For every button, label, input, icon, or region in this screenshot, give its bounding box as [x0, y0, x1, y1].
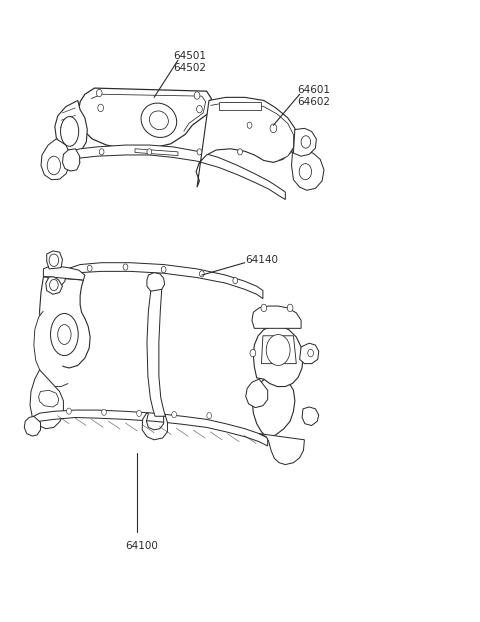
Ellipse shape — [270, 124, 277, 132]
Ellipse shape — [96, 90, 102, 97]
Polygon shape — [210, 103, 293, 160]
Polygon shape — [142, 413, 168, 440]
Ellipse shape — [99, 149, 104, 155]
Polygon shape — [218, 102, 262, 109]
Polygon shape — [34, 311, 68, 386]
Polygon shape — [24, 416, 40, 436]
Text: 64501
64502: 64501 64502 — [173, 51, 206, 73]
Ellipse shape — [98, 104, 104, 111]
Polygon shape — [67, 262, 263, 299]
Polygon shape — [41, 139, 70, 180]
Polygon shape — [135, 149, 178, 156]
Polygon shape — [91, 95, 205, 131]
Ellipse shape — [102, 409, 107, 415]
Ellipse shape — [67, 408, 72, 414]
Ellipse shape — [247, 122, 252, 128]
Ellipse shape — [287, 304, 293, 312]
Ellipse shape — [250, 350, 256, 357]
Polygon shape — [252, 376, 295, 438]
Polygon shape — [43, 266, 85, 280]
Ellipse shape — [197, 105, 202, 113]
Polygon shape — [300, 343, 319, 364]
Polygon shape — [293, 128, 316, 156]
Ellipse shape — [137, 411, 142, 417]
Ellipse shape — [141, 103, 177, 137]
Polygon shape — [30, 370, 63, 429]
Ellipse shape — [49, 279, 58, 290]
Polygon shape — [78, 88, 211, 149]
Ellipse shape — [60, 116, 79, 146]
Polygon shape — [259, 434, 304, 465]
Ellipse shape — [194, 92, 200, 100]
Polygon shape — [196, 98, 296, 187]
Polygon shape — [38, 390, 59, 407]
Ellipse shape — [299, 164, 312, 180]
Ellipse shape — [266, 335, 290, 366]
Polygon shape — [262, 336, 296, 364]
Ellipse shape — [149, 111, 168, 129]
Ellipse shape — [172, 411, 177, 417]
Polygon shape — [48, 266, 66, 285]
Ellipse shape — [233, 277, 238, 284]
Ellipse shape — [50, 313, 78, 356]
Polygon shape — [55, 101, 87, 151]
Polygon shape — [291, 151, 324, 190]
Ellipse shape — [261, 304, 267, 312]
Ellipse shape — [87, 265, 92, 271]
Ellipse shape — [207, 412, 212, 419]
Ellipse shape — [308, 350, 313, 357]
Polygon shape — [246, 379, 268, 407]
Text: 64100: 64100 — [125, 541, 158, 551]
Polygon shape — [302, 407, 319, 425]
Ellipse shape — [161, 266, 166, 272]
Polygon shape — [253, 327, 303, 386]
Text: 64601
64602: 64601 64602 — [297, 85, 330, 107]
Ellipse shape — [197, 149, 202, 155]
Ellipse shape — [47, 156, 60, 175]
Ellipse shape — [199, 271, 204, 277]
Ellipse shape — [49, 254, 59, 266]
Polygon shape — [34, 410, 268, 446]
Polygon shape — [47, 251, 62, 269]
Text: 64140: 64140 — [245, 255, 278, 265]
Polygon shape — [46, 277, 62, 294]
Ellipse shape — [238, 149, 242, 155]
Polygon shape — [62, 149, 80, 171]
Polygon shape — [75, 145, 285, 200]
Polygon shape — [147, 289, 166, 416]
Polygon shape — [147, 272, 165, 292]
Ellipse shape — [123, 264, 128, 270]
Polygon shape — [252, 306, 301, 328]
Ellipse shape — [58, 325, 71, 345]
Polygon shape — [39, 277, 90, 368]
Ellipse shape — [147, 149, 152, 155]
Ellipse shape — [301, 136, 311, 148]
